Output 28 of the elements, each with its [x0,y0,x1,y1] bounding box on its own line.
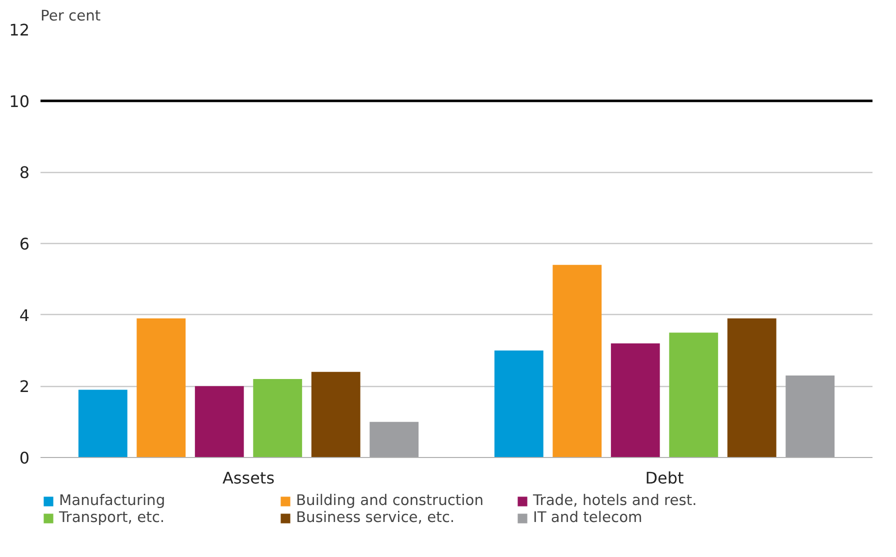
bar [669,332,718,458]
bar [552,264,602,458]
y-tick-label: 12 [9,20,30,40]
y-tick-label: 8 [19,163,30,182]
legend-label: Manufacturing [59,492,166,509]
legend-label: IT and telecom [533,509,644,526]
legend-label: Business service, etc. [296,509,456,526]
bar [610,343,660,458]
bar [311,372,360,458]
bar [194,386,244,458]
bar [494,350,544,458]
x-tick-label: Assets [222,468,275,488]
y-tick-label: 2 [19,377,30,396]
bar [136,318,186,458]
bar [253,379,302,458]
legend-label: Building and construction [296,492,484,509]
y-tick-label: 0 [19,448,30,468]
y-tick-label: 6 [19,234,30,254]
bar [786,375,835,458]
x-tick-label: Debt [645,468,684,488]
y-axis-title: Per cent [40,8,101,24]
legend-label: Transport, etc. [59,509,166,526]
y-tick-label: 4 [19,306,30,325]
y-tick-label: 10 [9,92,30,111]
bar [78,390,128,458]
legend-label: Trade, hotels and rest. [533,492,698,509]
bar [727,318,776,458]
bar [370,422,419,458]
